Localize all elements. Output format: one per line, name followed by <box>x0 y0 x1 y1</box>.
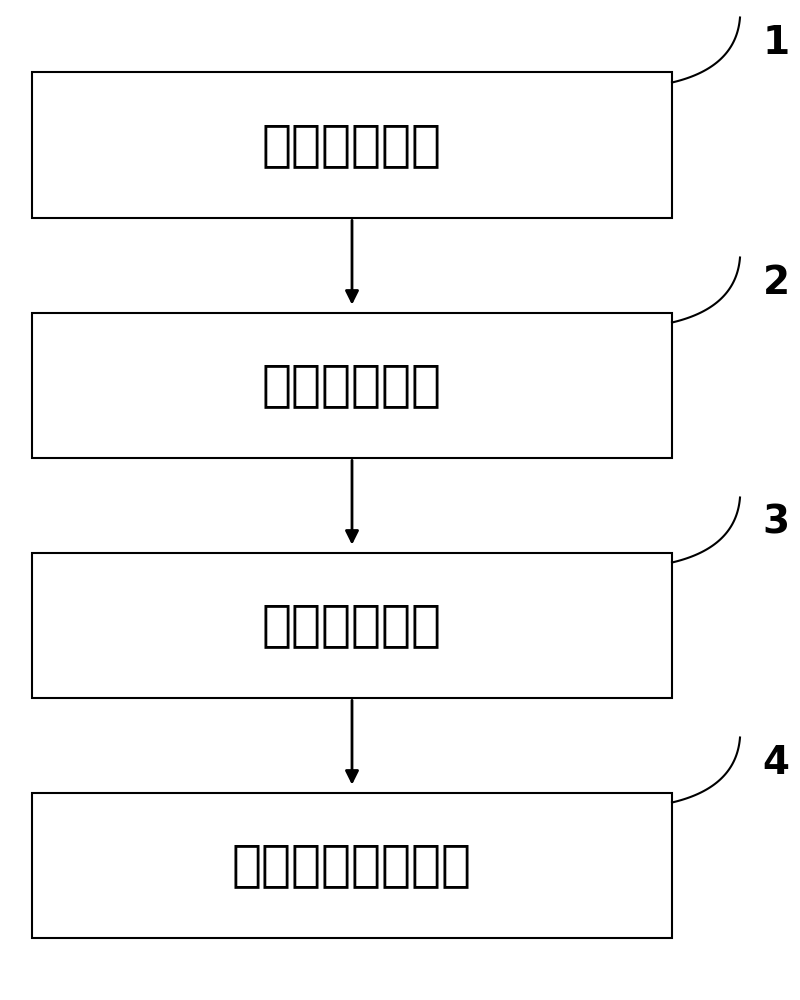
Text: 2: 2 <box>762 263 790 302</box>
Text: 1: 1 <box>762 23 790 62</box>
Bar <box>32 792 672 938</box>
Text: 设定控制模块: 设定控制模块 <box>262 361 442 409</box>
Bar <box>32 312 672 458</box>
Text: 关联同步控制模块: 关联同步控制模块 <box>232 841 472 889</box>
Bar <box>32 552 672 698</box>
Bar <box>32 73 672 218</box>
Text: 启停控制模块: 启停控制模块 <box>262 121 442 169</box>
Text: 3: 3 <box>762 503 790 541</box>
Text: 4: 4 <box>762 744 790 782</box>
Text: 切换控制模块: 切换控制模块 <box>262 601 442 649</box>
